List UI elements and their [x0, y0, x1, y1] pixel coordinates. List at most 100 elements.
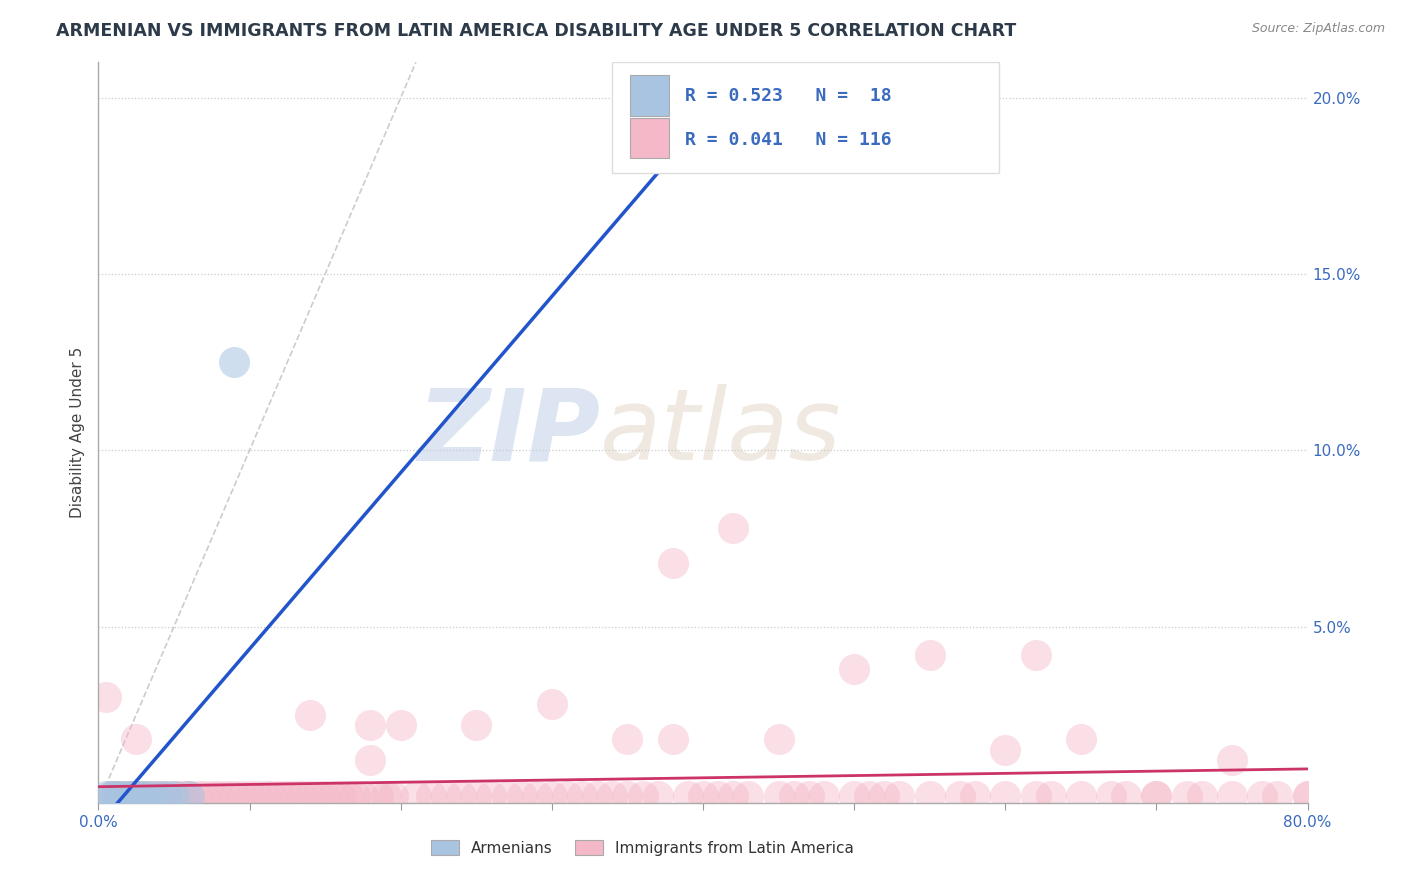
- Point: [1175, 789, 1198, 803]
- Text: Source: ZipAtlas.com: Source: ZipAtlas.com: [1251, 22, 1385, 36]
- Point: [737, 789, 759, 803]
- Point: [1251, 789, 1274, 803]
- Point: [873, 789, 896, 803]
- Point: [465, 718, 488, 732]
- Text: ZIP: ZIP: [418, 384, 600, 481]
- Point: [105, 789, 128, 803]
- Point: [1144, 789, 1167, 803]
- Point: [555, 789, 578, 803]
- Point: [114, 789, 136, 803]
- Point: [707, 789, 730, 803]
- Point: [510, 789, 533, 803]
- Point: [1070, 789, 1092, 803]
- Point: [110, 789, 132, 803]
- Point: [121, 789, 143, 803]
- Point: [616, 789, 638, 803]
- Point: [1115, 789, 1137, 803]
- Point: [94, 789, 117, 803]
- Point: [367, 789, 389, 803]
- Point: [141, 789, 163, 803]
- Point: [1296, 789, 1319, 803]
- Point: [631, 789, 654, 803]
- Point: [100, 789, 122, 803]
- FancyBboxPatch shape: [613, 62, 1000, 173]
- Point: [918, 789, 941, 803]
- Point: [1267, 789, 1289, 803]
- Point: [1220, 789, 1243, 803]
- Point: [170, 789, 193, 803]
- Point: [291, 789, 314, 803]
- FancyBboxPatch shape: [630, 118, 669, 159]
- Point: [148, 789, 170, 803]
- Point: [284, 789, 307, 803]
- Point: [110, 789, 132, 803]
- Point: [661, 556, 683, 570]
- Point: [647, 789, 669, 803]
- Point: [389, 718, 412, 732]
- Point: [918, 648, 941, 662]
- Point: [571, 789, 593, 803]
- Point: [299, 789, 322, 803]
- Point: [1220, 754, 1243, 768]
- Point: [193, 789, 215, 803]
- Legend: Armenians, Immigrants from Latin America: Armenians, Immigrants from Latin America: [425, 834, 860, 862]
- Point: [965, 789, 987, 803]
- Point: [434, 789, 457, 803]
- Point: [783, 789, 806, 803]
- Point: [420, 789, 443, 803]
- Point: [1144, 789, 1167, 803]
- Point: [118, 789, 141, 803]
- Point: [360, 754, 382, 768]
- Point: [752, 73, 775, 87]
- Point: [322, 789, 344, 803]
- Point: [132, 789, 155, 803]
- Point: [186, 789, 208, 803]
- Point: [526, 789, 548, 803]
- FancyBboxPatch shape: [630, 75, 669, 116]
- Point: [676, 789, 699, 803]
- Point: [103, 789, 125, 803]
- Point: [1296, 789, 1319, 803]
- Point: [797, 789, 820, 803]
- Point: [602, 789, 624, 803]
- Point: [307, 789, 329, 803]
- Point: [94, 690, 117, 704]
- Point: [121, 789, 143, 803]
- Point: [1191, 789, 1213, 803]
- Text: R = 0.041   N = 116: R = 0.041 N = 116: [685, 131, 891, 149]
- Point: [1099, 789, 1122, 803]
- Point: [174, 789, 197, 803]
- Point: [481, 789, 503, 803]
- Y-axis label: Disability Age Under 5: Disability Age Under 5: [69, 347, 84, 518]
- Point: [299, 707, 322, 722]
- Point: [1070, 732, 1092, 747]
- Point: [135, 789, 157, 803]
- Point: [1024, 789, 1046, 803]
- Point: [661, 732, 683, 747]
- Point: [858, 789, 880, 803]
- Point: [224, 355, 246, 369]
- Point: [129, 789, 152, 803]
- Point: [889, 789, 911, 803]
- Point: [150, 789, 173, 803]
- Point: [382, 789, 405, 803]
- Point: [616, 732, 638, 747]
- Point: [269, 789, 291, 803]
- Text: ARMENIAN VS IMMIGRANTS FROM LATIN AMERICA DISABILITY AGE UNDER 5 CORRELATION CHA: ARMENIAN VS IMMIGRANTS FROM LATIN AMERIC…: [56, 22, 1017, 40]
- Point: [215, 789, 238, 803]
- Point: [360, 718, 382, 732]
- Point: [994, 789, 1017, 803]
- Point: [166, 789, 188, 803]
- Point: [813, 789, 835, 803]
- Point: [692, 789, 714, 803]
- Point: [768, 732, 790, 747]
- Point: [141, 789, 163, 803]
- Point: [246, 789, 269, 803]
- Point: [163, 789, 186, 803]
- Point: [465, 789, 488, 803]
- Point: [105, 789, 128, 803]
- Point: [586, 789, 609, 803]
- Point: [336, 789, 359, 803]
- Point: [179, 789, 201, 803]
- Point: [768, 789, 790, 803]
